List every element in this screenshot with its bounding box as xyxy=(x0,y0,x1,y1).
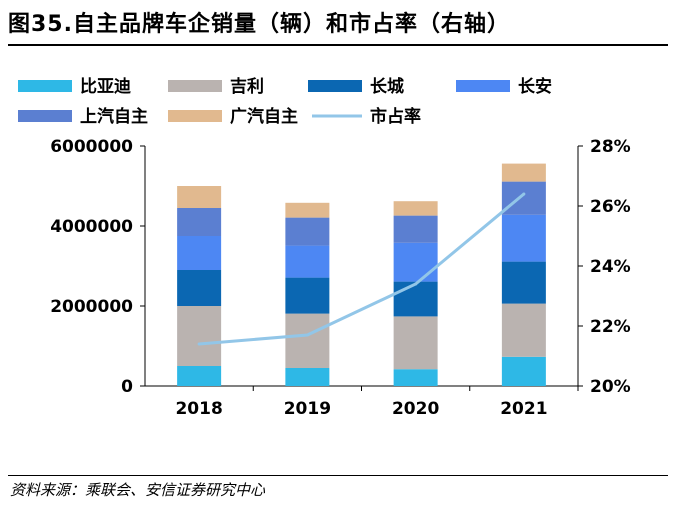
legend-swatch-长城 xyxy=(308,80,362,92)
line-point-市占率-2019 xyxy=(305,333,309,337)
y-right-tick-label: 20% xyxy=(590,377,631,397)
bar-segment-长安-2019 xyxy=(285,245,330,278)
bar-segment-长安-2020 xyxy=(393,242,438,282)
bar-segment-长安-2018 xyxy=(177,236,222,270)
legend-label-吉利: 吉利 xyxy=(230,76,264,97)
bar-segment-广汽自主-2018 xyxy=(177,186,222,208)
bar-segment-长安-2021 xyxy=(501,214,546,262)
bar-series xyxy=(177,163,546,386)
source-divider xyxy=(8,475,668,476)
legend-swatch-吉利 xyxy=(168,80,222,92)
bar-segment-长城-2021 xyxy=(501,261,546,304)
legend-label-长城: 长城 xyxy=(370,76,404,97)
bar-segment-广汽自主-2020 xyxy=(393,201,438,216)
y-right-tick-label: 26% xyxy=(590,197,631,217)
legend-label-市占率: 市占率 xyxy=(370,106,421,127)
bar-segment-上汽自主-2018 xyxy=(177,208,222,236)
legend-label-上汽自主: 上汽自主 xyxy=(80,106,148,127)
market-share-line xyxy=(197,192,526,346)
x-tick-label: 2018 xyxy=(175,399,222,419)
bar-segment-吉利-2018 xyxy=(177,306,222,366)
bar-segment-上汽自主-2021 xyxy=(501,181,546,215)
y-left-tick-label: 4000000 xyxy=(50,217,133,237)
y-left-tick-label: 0 xyxy=(121,377,133,397)
line-point-市占率-2020 xyxy=(414,282,418,286)
bar-segment-比亚迪-2019 xyxy=(285,368,330,386)
bar-segment-比亚迪-2021 xyxy=(501,356,546,386)
line-市占率 xyxy=(199,192,525,346)
y-left-tick-label: 6000000 xyxy=(50,137,133,157)
legend-swatch-上汽自主 xyxy=(18,110,72,122)
bar-segment-长城-2018 xyxy=(177,270,222,306)
bar-segment-广汽自主-2019 xyxy=(285,202,330,218)
bar-segment-长城-2020 xyxy=(393,281,438,317)
x-tick-label: 2021 xyxy=(500,399,547,419)
bar-segment-长城-2019 xyxy=(285,277,330,314)
bar-segment-比亚迪-2020 xyxy=(393,369,438,386)
bar-segment-比亚迪-2018 xyxy=(177,366,222,386)
bar-segment-吉利-2020 xyxy=(393,316,438,370)
bar-segment-吉利-2021 xyxy=(501,303,546,357)
source-note: 资料来源：乘联会、安信证券研究中心 xyxy=(10,481,266,499)
y-right-tick-label: 24% xyxy=(590,257,631,277)
y-right-tick-label: 22% xyxy=(590,317,631,337)
legend-label-广汽自主: 广汽自主 xyxy=(230,106,298,127)
bar-segment-上汽自主-2019 xyxy=(285,217,330,246)
legend-label-长安: 长安 xyxy=(518,76,552,97)
bar-segment-上汽自主-2020 xyxy=(393,215,438,243)
title-divider xyxy=(8,44,668,46)
legend-swatch-长安 xyxy=(456,80,510,92)
line-point-市占率-2021 xyxy=(522,192,526,196)
x-tick-label: 2019 xyxy=(284,399,331,419)
figure-title: 图35.自主品牌车企销量（辆）和市占率（右轴） xyxy=(8,12,510,37)
x-tick-label: 2020 xyxy=(392,399,439,419)
legend-label-比亚迪: 比亚迪 xyxy=(80,76,131,97)
y-left-tick-label: 2000000 xyxy=(50,297,133,317)
bar-segment-吉利-2019 xyxy=(285,313,330,368)
legend-swatch-比亚迪 xyxy=(18,80,72,92)
chart-axes: 0 2000000 4000000 6000000 20% 22% 24% 26% 28% 201… xyxy=(50,137,631,419)
legend-swatch-广汽自主 xyxy=(168,110,222,122)
bar-segment-广汽自主-2021 xyxy=(501,163,546,182)
y-right-tick-label: 28% xyxy=(590,137,631,157)
line-point-市占率-2018 xyxy=(197,342,201,346)
